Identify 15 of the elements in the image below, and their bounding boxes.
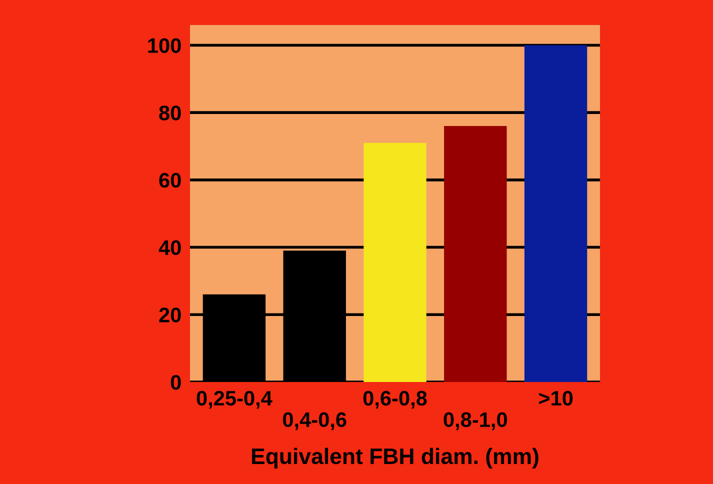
x-tick-label: 0,6-0,8 (363, 390, 427, 409)
bar (364, 142, 426, 382)
bar (524, 45, 588, 382)
x-tick-label: 0,8-1,0 (444, 412, 507, 430)
y-tick-label: 100 (148, 38, 181, 53)
y-tick-label: 60 (159, 172, 181, 188)
x-tick-label: 0,4-0,6 (283, 412, 346, 430)
bar (444, 126, 507, 382)
x-tick-label: 0,25-0,4 (196, 390, 272, 409)
y-tick-label: 0 (170, 375, 181, 390)
x-axis-title: Equivalent FBH diam. (mm) (252, 448, 538, 469)
x-tick-label: >10 (538, 390, 573, 406)
y-tick-label: 40 (158, 240, 181, 256)
y-tick-label: 20 (159, 308, 181, 322)
y-tick-label: 80 (159, 106, 181, 120)
